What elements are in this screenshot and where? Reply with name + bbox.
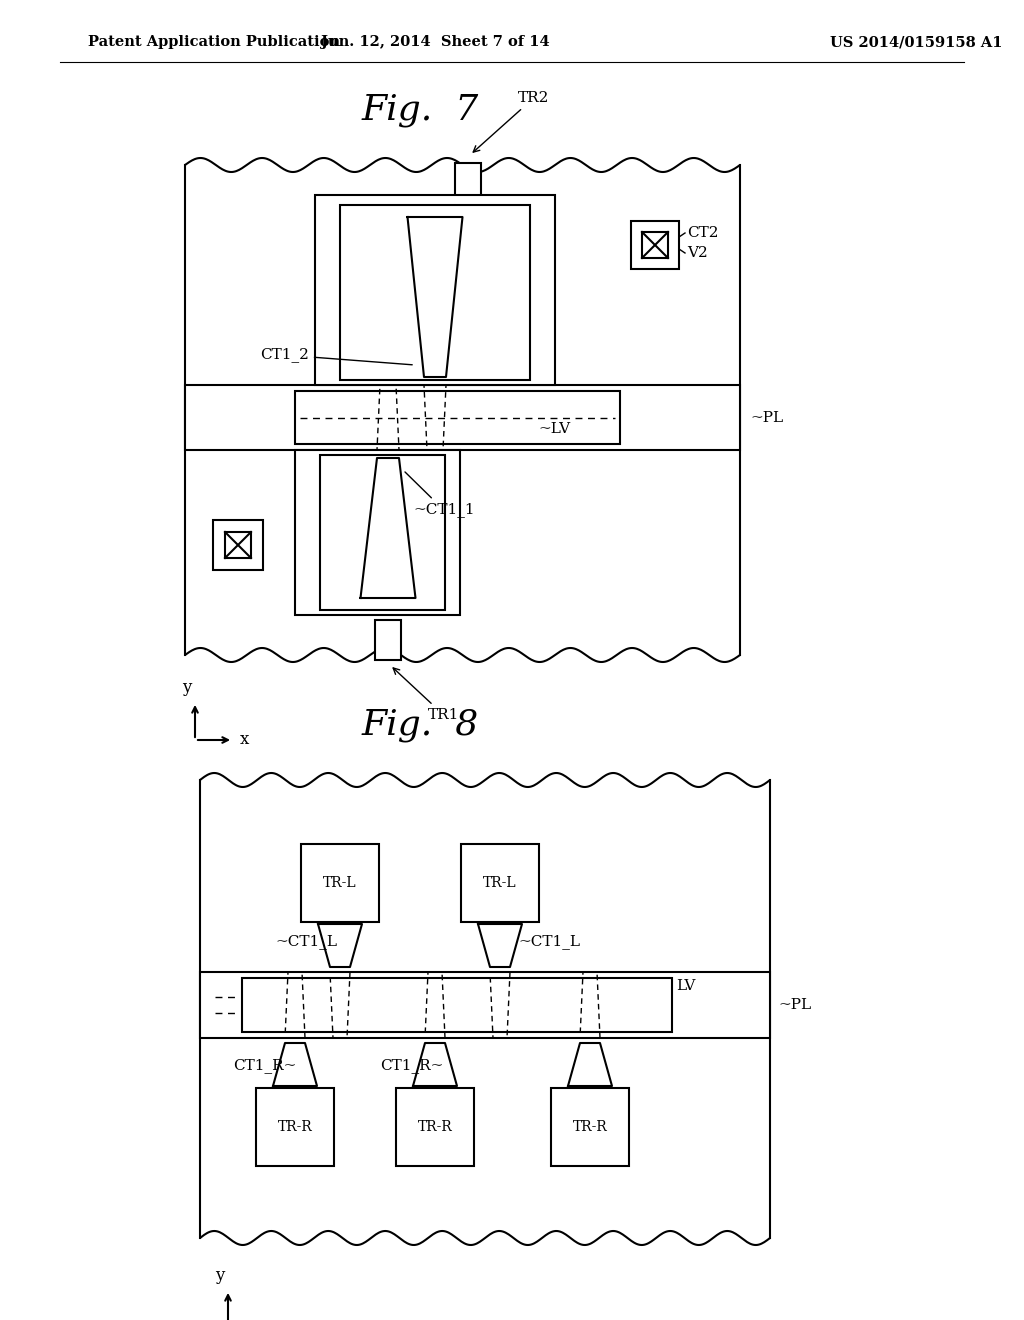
Bar: [301, 843, 379, 921]
Text: LV: LV: [676, 979, 695, 993]
Text: ~CT1_L: ~CT1_L: [518, 935, 580, 949]
Bar: [315, 195, 555, 385]
Bar: [396, 1088, 474, 1166]
Bar: [642, 232, 668, 257]
Text: TR2: TR2: [473, 91, 549, 152]
Text: TR-R: TR-R: [418, 1119, 453, 1134]
Text: V2: V2: [687, 246, 708, 260]
Text: TR-R: TR-R: [572, 1119, 607, 1134]
Bar: [185, 385, 740, 450]
Text: Patent Application Publication: Patent Application Publication: [88, 36, 340, 49]
Text: ~PL: ~PL: [778, 998, 811, 1012]
Bar: [375, 620, 401, 660]
Text: ~LV: ~LV: [538, 422, 570, 436]
Text: ~CT1_L: ~CT1_L: [275, 935, 337, 949]
Text: CT1_R~: CT1_R~: [380, 1059, 443, 1073]
Bar: [225, 532, 251, 558]
Bar: [256, 1088, 334, 1166]
Text: TR-L: TR-L: [483, 876, 517, 890]
Text: y: y: [182, 678, 191, 696]
Bar: [295, 391, 620, 444]
Bar: [319, 455, 445, 610]
Text: Fig.  8: Fig. 8: [361, 708, 478, 742]
Text: CT1_2: CT1_2: [260, 347, 413, 364]
Text: ~CT1_1: ~CT1_1: [404, 473, 475, 517]
Text: y: y: [215, 1267, 224, 1284]
Bar: [213, 520, 263, 570]
Text: Fig.  7: Fig. 7: [361, 92, 478, 127]
Text: ~PL: ~PL: [750, 411, 783, 425]
Text: US 2014/0159158 A1: US 2014/0159158 A1: [830, 36, 1002, 49]
Bar: [631, 220, 679, 269]
Text: CT2: CT2: [687, 226, 719, 240]
Bar: [551, 1088, 629, 1166]
Bar: [242, 978, 672, 1032]
Text: TR1: TR1: [393, 668, 460, 722]
Bar: [461, 843, 539, 921]
Bar: [295, 450, 460, 615]
Text: x: x: [240, 731, 250, 748]
Bar: [200, 972, 770, 1038]
Text: Jun. 12, 2014  Sheet 7 of 14: Jun. 12, 2014 Sheet 7 of 14: [321, 36, 549, 49]
Text: TR-L: TR-L: [324, 876, 356, 890]
Bar: [340, 205, 530, 380]
Text: TR-R: TR-R: [278, 1119, 312, 1134]
Text: CT1_R~: CT1_R~: [233, 1059, 296, 1073]
Bar: [455, 162, 481, 380]
